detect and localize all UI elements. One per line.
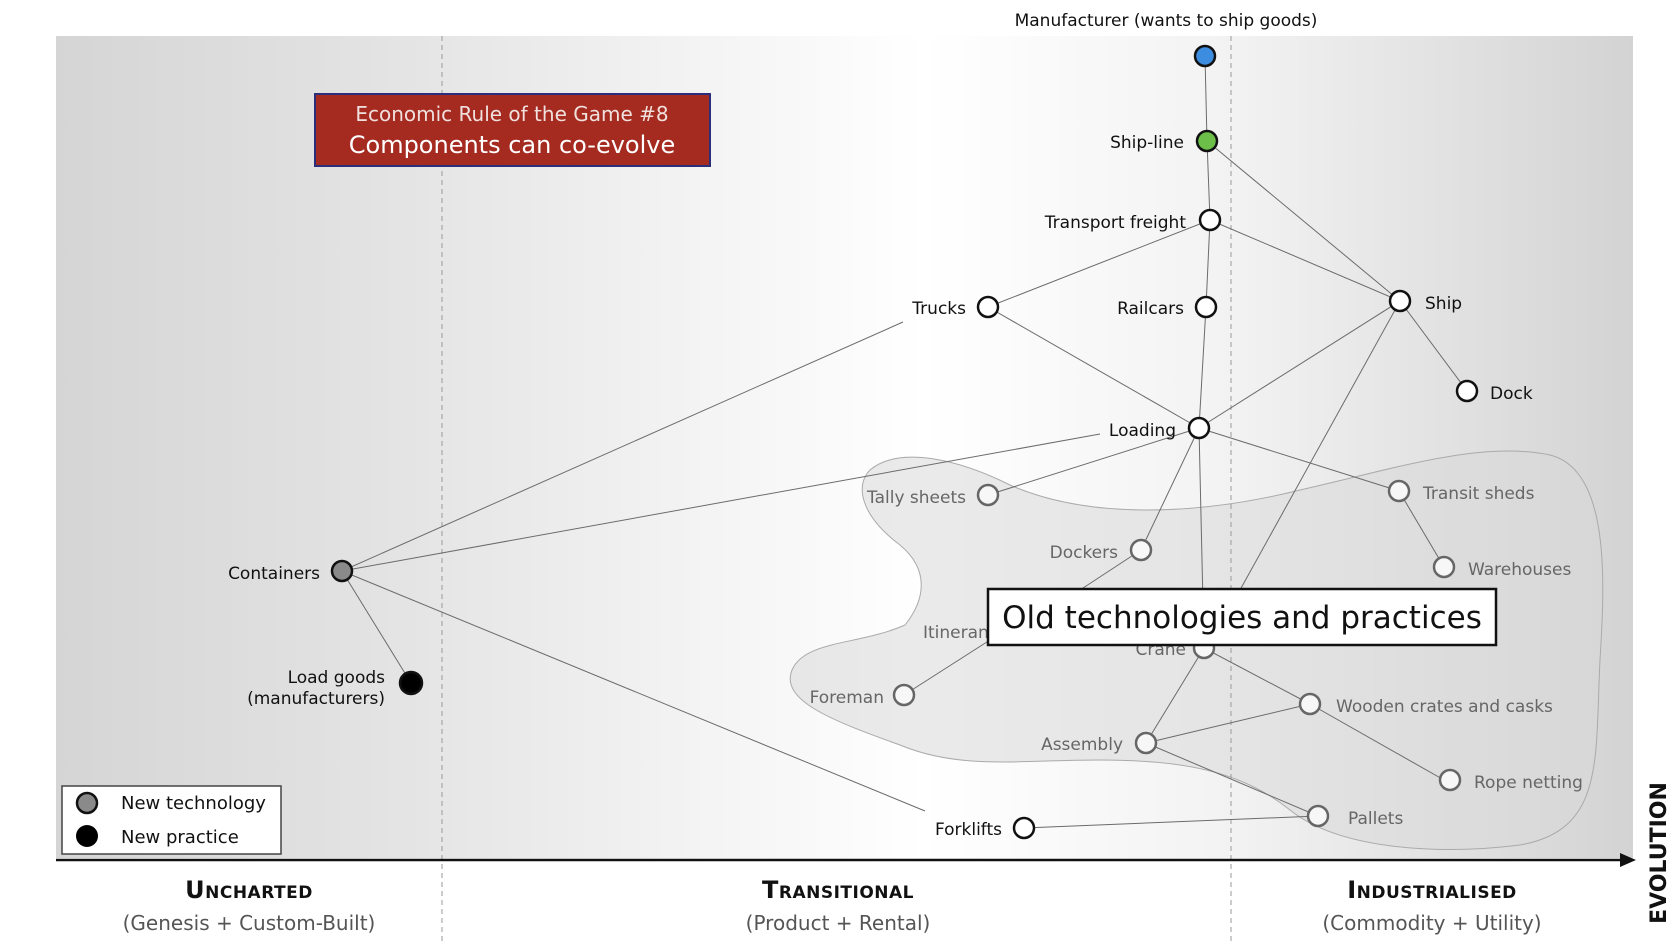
node-load-goods[interactable]	[398, 670, 424, 696]
zone-industrialised-subtitle: (Commodity + Utility)	[1322, 911, 1541, 935]
legend-new-practice-icon	[76, 825, 98, 847]
node-loading[interactable]	[1187, 416, 1211, 440]
label-ship-line: Ship-line	[1110, 133, 1184, 153]
legend-box	[61, 785, 282, 855]
node-forklifts[interactable]	[1012, 816, 1036, 840]
label-assembly: Assembly	[1041, 735, 1123, 755]
zone-transitional-subtitle: (Product + Rental)	[746, 911, 931, 935]
node-pallets[interactable]	[1306, 804, 1330, 828]
node-ship-line[interactable]	[1195, 129, 1219, 153]
node-assembly[interactable]	[1134, 731, 1158, 755]
node-trucks[interactable]	[976, 295, 1000, 319]
label-railcars: Railcars	[1117, 299, 1184, 319]
evolution-label: EVOLUTION	[1647, 782, 1672, 924]
rule-box-line2: Components can co-evolve	[349, 131, 675, 159]
label-load-goods-1: Load goods	[288, 668, 386, 688]
legend-new-technology: New technology	[121, 793, 266, 814]
label-wooden-crates: Wooden crates and casks	[1336, 697, 1553, 717]
node-dockers[interactable]	[1129, 538, 1153, 562]
node-transport-freight[interactable]	[1198, 208, 1222, 232]
zone-uncharted-subtitle: (Genesis + Custom-Built)	[123, 911, 376, 935]
label-transport-freight: Transport freight	[1044, 213, 1187, 233]
connections	[341, 55, 1468, 829]
node-wooden-crates[interactable]	[1298, 692, 1322, 716]
label-containers: Containers	[228, 564, 320, 584]
evolution-axis-arrow-icon	[1620, 853, 1636, 867]
old-tech-callout	[986, 587, 1498, 647]
node-railcars[interactable]	[1194, 295, 1218, 319]
label-forklifts: Forklifts	[935, 820, 1002, 840]
label-ship: Ship	[1425, 294, 1462, 314]
legend-new-technology-icon	[75, 791, 99, 815]
node-foreman[interactable]	[892, 683, 916, 707]
label-trucks: Trucks	[911, 299, 966, 319]
label-load-goods-2: (manufacturers)	[247, 689, 385, 709]
old-tech-callout-text: Old technologies and practices	[1002, 600, 1482, 636]
node-transit-sheds[interactable]	[1387, 479, 1411, 503]
label-loading: Loading	[1109, 421, 1176, 441]
rule-box	[314, 93, 711, 167]
label-transit-sheds: Transit sheds	[1422, 484, 1535, 504]
zone-uncharted-title: Uncharted	[185, 876, 313, 904]
node-tally-sheets[interactable]	[976, 483, 1000, 507]
legend-new-practice: New practice	[121, 827, 239, 848]
zone-industrialised-title: Industrialised	[1347, 876, 1517, 904]
label-rope-netting: Rope netting	[1474, 773, 1583, 793]
node-warehouses[interactable]	[1432, 555, 1456, 579]
label-warehouses: Warehouses	[1468, 560, 1571, 580]
node-dock[interactable]	[1455, 379, 1479, 403]
label-pallets: Pallets	[1348, 809, 1403, 829]
label-foreman: Foreman	[810, 688, 884, 708]
label-tally-sheets: Tally sheets	[866, 488, 966, 508]
label-dock: Dock	[1490, 384, 1533, 404]
zone-transitional-title: Transitional	[762, 876, 914, 904]
node-ship[interactable]	[1388, 289, 1412, 313]
label-dockers: Dockers	[1050, 543, 1119, 563]
label-manufacturer: Manufacturer (wants to ship goods)	[1015, 11, 1318, 31]
node-containers[interactable]	[330, 559, 354, 583]
rule-box-line1: Economic Rule of the Game #8	[355, 102, 668, 126]
node-manufacturer[interactable]	[1193, 44, 1217, 68]
node-rope-netting[interactable]	[1438, 768, 1462, 792]
label-itinerant: Itinerant	[923, 623, 996, 643]
